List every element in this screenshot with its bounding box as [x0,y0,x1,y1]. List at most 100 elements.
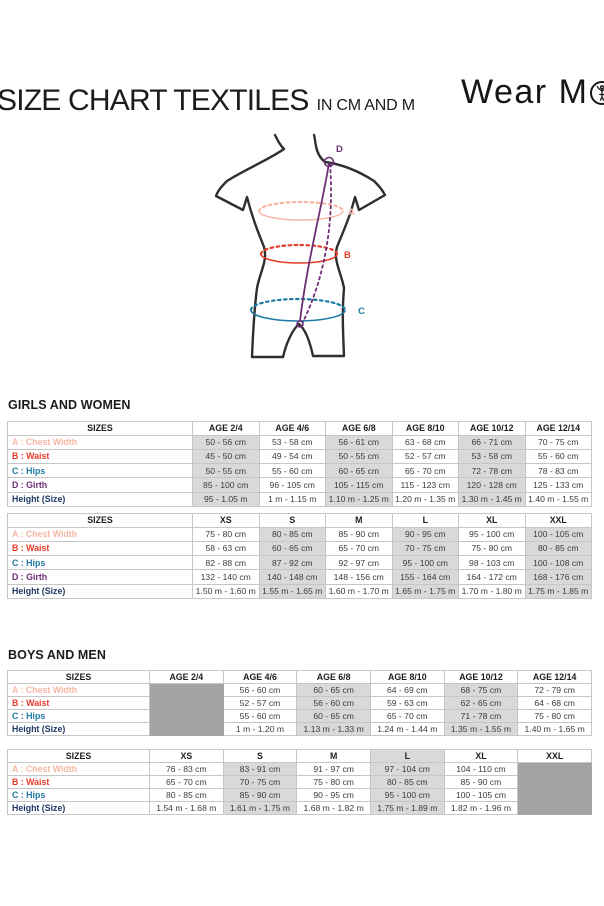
col-header: AGE 8/10 [369,670,445,684]
cell: 1.55 m - 1.65 m [258,583,326,599]
cell: 1.24 m - 1.44 m [369,722,445,737]
cell: 85 - 90 cm [443,775,519,790]
cell [149,722,224,737]
cell: 68 - 75 cm [443,682,519,698]
cell: 1.40 m - 1.65 m [517,722,592,737]
col-header: AGE 12/14 [524,421,592,436]
brand-logo-text: Wear M [461,73,589,111]
cell: 95 - 100 cm [369,788,445,803]
cell: 72 - 79 cm [517,682,592,698]
cell [149,682,224,698]
cell: 148 - 156 cm [325,569,393,585]
cell: 1.61 m - 1.75 m [222,801,298,816]
cell: 1.65 m - 1.75 m [391,583,459,599]
col-header: XS [192,513,260,528]
cell: 80 - 85 cm [524,540,592,557]
col-header: AGE 2/4 [192,421,260,436]
row-label-hips: C : Hips [7,709,150,724]
cell: 91 - 97 cm [296,761,371,777]
row-label-waist: B : Waist [7,540,193,557]
col-header: XL [458,513,526,528]
torso-outline [214,133,387,359]
col-header: AGE 4/6 [222,670,298,684]
size-table-boys-letter-wrap: SIZES XS S M L XL XXL A : Chest Width 76 - 83 cm… [7,749,592,816]
col-header: AGE 12/14 [517,670,592,684]
row-label-chest: A : Chest Width [7,682,150,698]
cell: 132 - 140 cm [192,569,260,585]
header-row: SIZES XS S M L XL XXL [7,749,592,763]
row-label-height: Height (Size) [7,491,193,507]
cell: 100 - 105 cm [443,788,519,803]
cell: 1.75 m - 1.89 m [369,801,445,816]
cell: 75 - 80 cm [458,540,526,557]
table-row: Height (Size) 1.54 m - 1.68 m 1.61 m - 1.7… [7,801,592,816]
row-label-height: Height (Size) [7,583,193,599]
col-header: M [296,749,371,763]
cell: 104 - 110 cm [443,761,519,777]
cell: 50 - 56 cm [192,434,260,450]
col-header: M [325,513,393,528]
cell: 45 - 50 cm [192,448,260,465]
cell: 115 - 123 cm [391,477,459,493]
table-row: C : Hips 55 - 60 cm 60 - 65 cm 65 - 70 cm 71… [7,709,592,724]
col-header: S [222,749,298,763]
cell: 1.10 m - 1.25 m [325,491,393,507]
cell: 62 - 65 cm [443,696,519,711]
cell: 1.70 m - 1.80 m [458,583,526,599]
cell: 75 - 80 cm [192,526,260,542]
size-table-girls-letter-wrap: SIZES XS S M L XL XXL A : Chest Width 75 - 80 cm… [7,513,592,599]
cell: 125 - 133 cm [524,477,592,493]
cell: 55 - 60 cm [258,463,326,479]
col-header-sizes: SIZES [7,749,150,763]
table-row: A : Chest Width 50 - 56 cm 53 - 58 cm 56 - … [7,434,592,450]
col-header-sizes: SIZES [7,670,150,684]
waist-ellipse-front [260,253,338,264]
cell: 72 - 78 cm [458,463,526,479]
cell: 56 - 60 cm [222,682,298,698]
cell: 1.60 m - 1.70 m [325,583,393,599]
cell: 70 - 75 cm [391,540,459,557]
dancer-icon [590,80,604,105]
cell: 97 - 104 cm [369,761,445,777]
page-title-sub: IN CM AND M [316,97,415,114]
cell: 65 - 70 cm [391,463,459,479]
size-table-girls-age: SIZES AGE 2/4 AGE 4/6 AGE 6/8 AGE 8/10 AGE 10… [7,421,592,507]
table-row: B : Waist 52 - 57 cm 56 - 60 cm 59 - 63 cm 6… [7,696,592,711]
table-row: B : Waist 45 - 50 cm 49 - 54 cm 50 - 55 cm 5… [7,448,592,465]
label-chest: A [348,207,355,218]
size-table-boys-letter: SIZES XS S M L XL XXL A : Chest Width 76 - 83 cm… [7,749,592,816]
cell: 140 - 148 cm [258,569,326,585]
row-label-chest: A : Chest Width [7,761,150,777]
section-heading-girls-and-women: GIRLS AND WOMEN [8,398,131,412]
cell: 1.50 m - 1.60 m [192,583,260,599]
row-label-waist: B : Waist [7,696,150,711]
hips-ellipse-back [249,297,347,312]
cell: 63 - 68 cm [391,434,459,450]
col-header: L [369,749,445,763]
cell: 52 - 57 cm [391,448,459,465]
hips-ellipse-front [250,309,346,322]
row-label-hips: C : Hips [7,555,193,571]
cell: 1.54 m - 1.68 m [149,801,224,816]
cell [517,775,592,790]
cell: 105 - 115 cm [325,477,393,493]
cell: 1.82 m - 1.96 m [443,801,519,816]
row-label-girth: D : Girth [7,569,193,585]
col-header-sizes: SIZES [7,421,193,436]
cell: 60 - 65 cm [296,682,371,698]
cell: 98 - 103 cm [458,555,526,571]
cell: 120 - 128 cm [458,477,526,493]
cell: 65 - 70 cm [325,540,393,557]
col-header-sizes: SIZES [7,513,193,528]
size-table-girls-age-wrap: SIZES AGE 2/4 AGE 4/6 AGE 6/8 AGE 8/10 AGE 10… [7,421,592,507]
table-row: C : Hips 50 - 55 cm 55 - 60 cm 60 - 65 cm 65… [7,463,592,479]
table-row: A : Chest Width 75 - 80 cm 80 - 85 cm 85 - … [7,526,592,542]
row-label-waist: B : Waist [7,448,193,465]
waist-ellipse-back [259,243,339,256]
girth-shoulder-point [323,156,335,168]
col-header: AGE 10/12 [458,421,526,436]
col-header: S [258,513,326,528]
size-table-girls-letter: SIZES XS S M L XL XXL A : Chest Width 75 - 80 cm… [7,513,592,599]
header-row: SIZES XS S M L XL XXL [7,513,592,528]
cell: 85 - 90 cm [222,788,298,803]
